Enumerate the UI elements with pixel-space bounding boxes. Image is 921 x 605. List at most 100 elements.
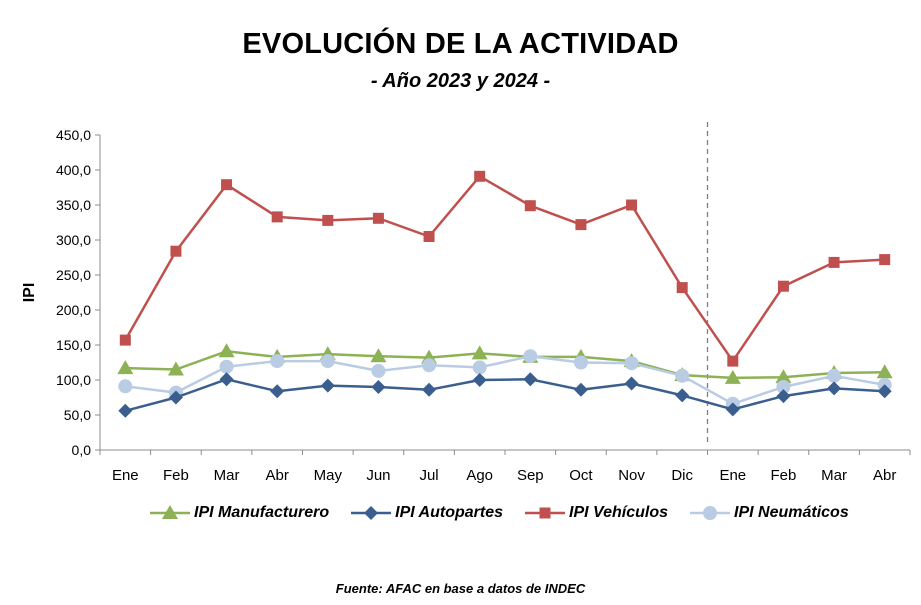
data-point-square: [524, 200, 536, 212]
x-tick-label: Nov: [618, 467, 645, 484]
x-tick-label: Abr: [266, 467, 289, 484]
data-point-diamond: [168, 390, 183, 405]
data-point-diamond: [725, 402, 740, 417]
data-point-square: [372, 212, 384, 224]
y-tick-label: 350,0: [56, 197, 91, 213]
data-point-square: [777, 280, 789, 292]
data-point-diamond: [422, 382, 437, 397]
data-point-diamond: [270, 384, 285, 399]
y-tick-label: 200,0: [56, 302, 91, 318]
series-line-square: [124, 175, 885, 363]
data-point-triangle: [117, 360, 134, 375]
x-tick-label: Mar: [821, 467, 847, 484]
x-tick-label: Feb: [163, 467, 189, 484]
y-axis-title: IPI: [21, 283, 38, 303]
data-point-diamond: [827, 381, 842, 396]
data-point-square: [727, 355, 739, 367]
legend-triangle-icon: [150, 505, 190, 519]
data-point-square: [271, 211, 283, 223]
data-point-triangle: [218, 343, 235, 358]
x-tick-label: Jul: [419, 467, 438, 484]
data-point-circle: [776, 380, 791, 394]
legend-item: IPI Vehículos: [525, 503, 668, 523]
data-point-triangle: [370, 348, 387, 363]
data-point-diamond: [523, 372, 538, 387]
legend-label: IPI Vehículos: [569, 504, 669, 521]
legend-label: IPI Autopartes: [395, 504, 504, 521]
y-tick-label: 450,0: [56, 127, 91, 143]
y-tick-label: 150,0: [56, 337, 91, 353]
x-tick-label: Mar: [214, 467, 240, 484]
chart-legend: IPI Manufacturero IPI Autopartes IPI Vehíc…: [150, 503, 871, 523]
data-point-square: [676, 282, 688, 294]
data-point-circle: [624, 356, 639, 371]
data-point-square: [474, 170, 486, 182]
data-point-circle: [472, 360, 487, 375]
data-point-diamond: [371, 380, 386, 394]
legend-label: IPI Manufacturero: [194, 504, 330, 521]
data-point-square: [221, 179, 233, 191]
data-point-circle: [270, 354, 285, 369]
legend-diamond-icon: [351, 506, 392, 520]
legend-square-icon: [525, 507, 566, 519]
data-point-square: [170, 245, 182, 257]
y-tick-label: 300,0: [56, 232, 91, 248]
legend-item: IPI Neumáticos: [690, 503, 849, 523]
data-point-circle: [118, 379, 133, 394]
x-tick-label: Sep: [517, 467, 544, 484]
data-point-diamond: [320, 378, 335, 393]
x-tick-label: May: [314, 467, 343, 484]
data-point-diamond: [573, 382, 588, 397]
y-tick-label: 100,0: [56, 372, 91, 388]
data-point-circle: [422, 358, 437, 373]
data-point-diamond: [776, 389, 791, 404]
x-tick-label: Dic: [671, 467, 693, 484]
x-tick-label: Feb: [771, 467, 797, 484]
chart-title: EVOLUCIÓN DE LA ACTIVIDAD: [242, 28, 679, 60]
data-point-circle: [573, 355, 588, 370]
data-point-circle: [219, 359, 234, 374]
x-tick-label: Ene: [719, 467, 746, 484]
data-point-square: [119, 334, 131, 346]
data-point-circle: [827, 368, 842, 383]
data-point-triangle: [471, 345, 488, 360]
series-line-diamond: [124, 378, 885, 413]
data-point-square: [322, 214, 334, 226]
data-point-circle: [320, 354, 335, 369]
data-point-diamond: [219, 372, 234, 387]
source-note: Fuente: AFAC en base a datos de INDEC: [335, 581, 586, 596]
x-tick-label: Jun: [366, 467, 390, 484]
legend-item: IPI Autopartes: [351, 503, 503, 523]
data-point-triangle: [876, 364, 893, 379]
data-point-circle: [675, 368, 690, 383]
y-tick-label: 0,0: [72, 442, 92, 458]
data-point-square: [879, 254, 891, 266]
y-tick-label: 50,0: [64, 407, 91, 423]
data-point-triangle: [167, 361, 184, 376]
data-point-square: [423, 231, 435, 242]
data-point-diamond: [472, 373, 487, 387]
data-point-square: [575, 219, 587, 231]
series-line-circle: [125, 354, 885, 406]
data-point-diamond: [624, 376, 639, 391]
legend-label: IPI Neumáticos: [734, 504, 849, 521]
data-point-triangle: [775, 369, 792, 384]
y-tick-label: 400,0: [56, 162, 91, 178]
data-point-circle: [523, 349, 538, 364]
y-tick-label: 250,0: [56, 267, 91, 283]
data-point-square: [626, 199, 638, 211]
legend-item: IPI Manufacturero: [150, 503, 329, 523]
x-tick-label: Abr: [873, 467, 896, 484]
data-point-diamond: [877, 384, 892, 399]
chart-subtitle: - Año 2023 y 2024 -: [370, 70, 551, 92]
data-point-diamond: [675, 388, 690, 403]
data-point-diamond: [118, 403, 133, 418]
data-point-square: [828, 256, 840, 268]
legend-circle-icon: [690, 506, 731, 520]
x-tick-label: Oct: [569, 467, 593, 484]
series-line-triangle: [125, 350, 885, 380]
data-point-circle: [371, 363, 386, 378]
x-tick-label: Ago: [466, 467, 493, 484]
data-point-triangle: [724, 369, 741, 384]
